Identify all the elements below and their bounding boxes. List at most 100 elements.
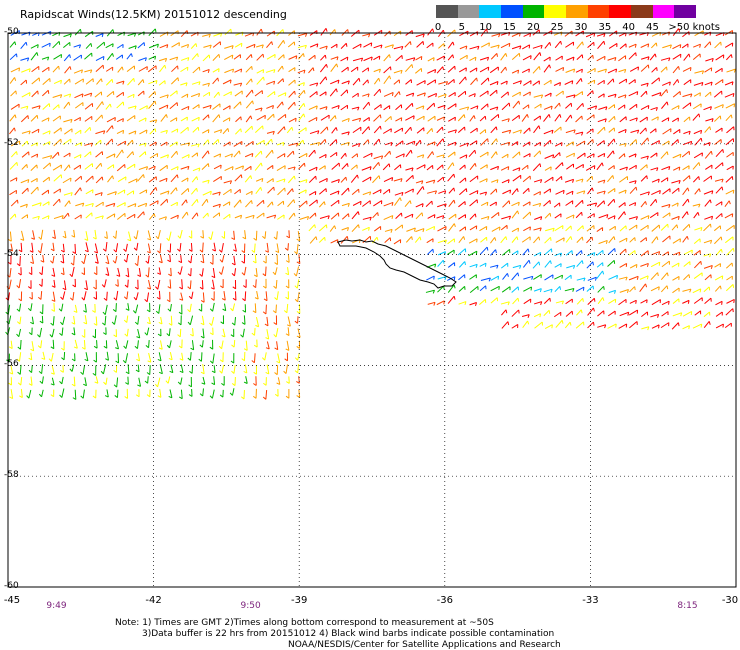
wind-barb bbox=[202, 376, 206, 385]
wind-barb-tick bbox=[122, 360, 126, 364]
wind-barb-tick bbox=[30, 261, 34, 265]
wind-barb bbox=[180, 292, 184, 301]
wind-barb-tick bbox=[669, 81, 671, 86]
wind-barb bbox=[479, 225, 487, 232]
wind-barb bbox=[31, 202, 42, 207]
wind-barb bbox=[285, 364, 288, 374]
wind-barb-tick bbox=[231, 166, 234, 171]
wind-barb-tick bbox=[146, 166, 149, 171]
wind-barb bbox=[288, 117, 297, 123]
wind-barb bbox=[116, 129, 124, 135]
wind-barb bbox=[629, 186, 637, 194]
wind-barb-tick bbox=[177, 77, 179, 82]
wind-barb-tick bbox=[154, 128, 157, 133]
wind-barb-tick bbox=[112, 260, 116, 264]
wind-barb-tick bbox=[294, 357, 299, 361]
wind-barb bbox=[608, 43, 618, 49]
wind-barb-tick bbox=[711, 58, 714, 62]
wind-barb-tick bbox=[317, 142, 321, 146]
wind-barb bbox=[181, 105, 190, 111]
wind-barb bbox=[202, 54, 210, 62]
wind-barb bbox=[115, 243, 119, 253]
wind-barb-tick bbox=[168, 395, 173, 399]
wind-barb bbox=[169, 141, 178, 147]
wind-barb-tick bbox=[262, 273, 266, 277]
wind-barb-tick bbox=[390, 229, 393, 233]
wind-barb bbox=[74, 339, 78, 349]
wind-barb bbox=[395, 212, 402, 219]
wind-barb-tick bbox=[463, 114, 466, 119]
wind-barb-tick bbox=[284, 247, 289, 251]
wind-barb bbox=[308, 116, 318, 123]
wind-barb bbox=[149, 200, 159, 206]
wind-barb bbox=[682, 299, 690, 304]
wind-barb bbox=[447, 129, 457, 133]
wind-barb bbox=[63, 280, 67, 290]
wind-barb-tick bbox=[559, 114, 562, 118]
wind-barb-tick bbox=[177, 235, 181, 239]
wind-barb bbox=[126, 190, 134, 196]
wind-barb bbox=[565, 102, 572, 109]
wind-barb-tick bbox=[80, 395, 84, 399]
wind-barb bbox=[52, 242, 55, 251]
wind-barb bbox=[31, 128, 40, 134]
wind-barb bbox=[661, 101, 668, 109]
wind-barb bbox=[61, 376, 64, 384]
wind-barb-tick bbox=[357, 106, 360, 111]
wind-barb bbox=[480, 77, 489, 85]
wind-barb bbox=[74, 187, 81, 196]
wind-barb-tick bbox=[274, 372, 278, 376]
wind-barb-tick bbox=[518, 202, 520, 206]
wind-barb-tick bbox=[399, 197, 402, 202]
wind-barb bbox=[436, 154, 445, 158]
wind-barb bbox=[639, 127, 647, 135]
wind-barb bbox=[169, 303, 172, 312]
wind-barb-tick bbox=[93, 323, 98, 326]
lon-label: -42 bbox=[145, 595, 162, 606]
wind-barb bbox=[693, 92, 701, 97]
wind-barb bbox=[160, 316, 163, 325]
wind-barb-tick bbox=[187, 321, 191, 326]
wind-barb-tick bbox=[232, 297, 237, 301]
wind-barb bbox=[201, 198, 208, 207]
wind-barb-tick bbox=[422, 154, 425, 159]
wind-barb bbox=[724, 42, 733, 48]
wind-barb bbox=[41, 42, 51, 48]
wind-barb bbox=[265, 149, 273, 158]
wind-barb-tick bbox=[239, 82, 243, 87]
wind-barb-tick bbox=[80, 142, 83, 147]
wind-barb bbox=[53, 302, 55, 312]
wind-barb-tick bbox=[690, 141, 693, 145]
wind-barb bbox=[309, 236, 317, 244]
wind-barb-tick bbox=[168, 357, 173, 361]
wind-barb bbox=[277, 377, 281, 385]
wind-barb-tick bbox=[69, 273, 73, 278]
wind-barb bbox=[299, 179, 308, 183]
wind-barb-tick bbox=[263, 298, 268, 302]
wind-barb bbox=[264, 352, 267, 361]
wind-barb bbox=[521, 236, 531, 243]
wind-barb bbox=[85, 242, 89, 252]
wind-barb-tick bbox=[8, 239, 12, 242]
wind-barb-tick bbox=[476, 77, 478, 82]
wind-barb bbox=[553, 202, 560, 208]
wind-barb-tick bbox=[36, 115, 39, 119]
wind-barb bbox=[672, 79, 678, 86]
wind-barb-tick bbox=[647, 326, 650, 331]
wind-barb-tick bbox=[111, 138, 114, 143]
wind-barb bbox=[21, 214, 28, 220]
wind-barb-tick bbox=[145, 345, 149, 349]
wind-barb-tick bbox=[252, 100, 254, 105]
wind-barb-tick bbox=[603, 153, 606, 158]
wind-barb bbox=[233, 54, 241, 60]
wind-barb bbox=[180, 142, 190, 146]
wind-barb bbox=[383, 128, 392, 134]
wind-barb-tick bbox=[540, 179, 543, 184]
wind-barb bbox=[457, 248, 466, 256]
wind-barb bbox=[672, 287, 680, 294]
wind-barb-tick bbox=[603, 33, 606, 38]
wind-barb bbox=[31, 65, 40, 73]
wind-barb-tick bbox=[231, 153, 233, 158]
wind-barb-tick bbox=[412, 92, 415, 97]
wind-barb bbox=[532, 163, 541, 172]
